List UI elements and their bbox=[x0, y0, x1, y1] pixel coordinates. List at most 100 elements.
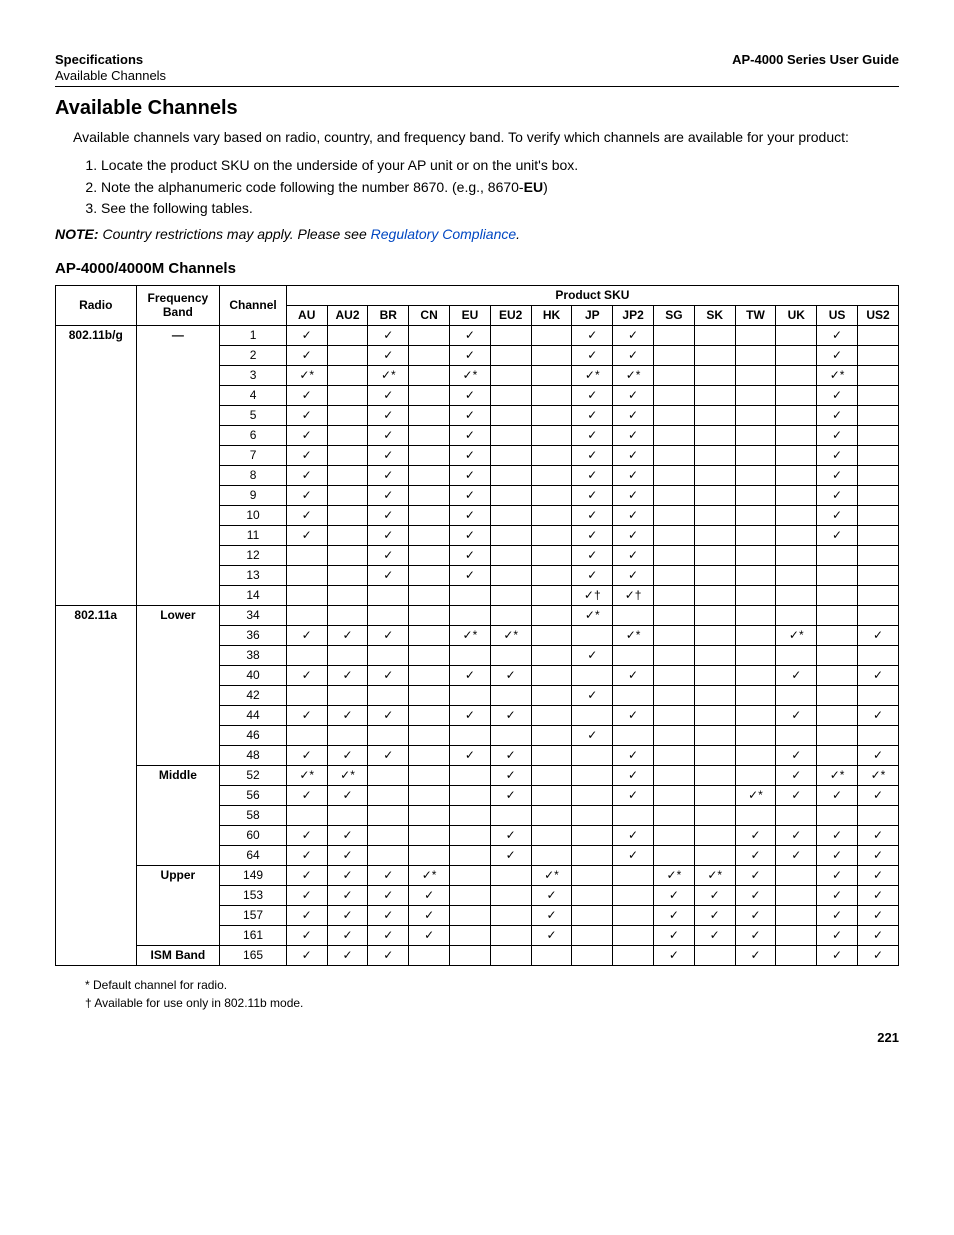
sku-cell: ✓ bbox=[286, 785, 327, 805]
sku-cell: ✓ bbox=[450, 665, 491, 685]
sku-cell bbox=[409, 585, 450, 605]
sku-cell: ✓ bbox=[735, 825, 776, 845]
sku-cell: ✓ bbox=[735, 945, 776, 965]
sku-cell bbox=[857, 645, 898, 665]
sku-cell bbox=[531, 725, 572, 745]
sku-cell: ✓ bbox=[286, 905, 327, 925]
sku-cell: ✓ bbox=[490, 745, 531, 765]
sku-cell bbox=[531, 605, 572, 625]
sku-cell bbox=[857, 565, 898, 585]
sku-cell bbox=[490, 385, 531, 405]
sku-cell: ✓ bbox=[735, 845, 776, 865]
sku-cell: ✓ bbox=[490, 705, 531, 725]
band-cell: ISM Band bbox=[136, 945, 220, 965]
header-left: Specifications bbox=[55, 52, 143, 67]
channel-cell: 52 bbox=[220, 765, 287, 785]
footnote-star: * Default channel for radio. bbox=[85, 976, 899, 994]
sku-cell bbox=[857, 725, 898, 745]
sku-cell bbox=[735, 665, 776, 685]
sku-cell bbox=[694, 625, 735, 645]
sku-cell: ✓ bbox=[286, 385, 327, 405]
sku-cell bbox=[694, 945, 735, 965]
sku-cell bbox=[857, 405, 898, 425]
sku-cell: ✓ bbox=[817, 505, 858, 525]
sku-cell bbox=[327, 505, 368, 525]
sku-cell bbox=[653, 385, 694, 405]
sku-cell bbox=[776, 325, 817, 345]
sku-cell: ✓ bbox=[327, 865, 368, 885]
channel-cell: 13 bbox=[220, 565, 287, 585]
sku-cell: ✓* bbox=[409, 865, 450, 885]
sku-cell: ✓ bbox=[776, 825, 817, 845]
col-channel: Channel bbox=[220, 285, 287, 325]
sku-cell bbox=[735, 605, 776, 625]
sku-cell bbox=[531, 845, 572, 865]
sku-cell bbox=[776, 605, 817, 625]
sku-cell: ✓ bbox=[857, 625, 898, 645]
sku-cell bbox=[490, 945, 531, 965]
sku-cell bbox=[857, 365, 898, 385]
sku-cell bbox=[653, 525, 694, 545]
sku-cell bbox=[653, 365, 694, 385]
regulatory-link[interactable]: Regulatory Compliance bbox=[371, 226, 517, 242]
sku-cell bbox=[776, 465, 817, 485]
sku-cell bbox=[776, 685, 817, 705]
sku-cell bbox=[735, 405, 776, 425]
sku-cell: ✓* bbox=[368, 365, 409, 385]
sku-cell bbox=[817, 665, 858, 685]
sku-cell bbox=[409, 525, 450, 545]
sku-cell bbox=[735, 385, 776, 405]
sku-cell bbox=[409, 705, 450, 725]
table-head: RadioFrequency BandChannelProduct SKUAUA… bbox=[56, 285, 899, 325]
sku-cell bbox=[694, 545, 735, 565]
sku-cell bbox=[327, 425, 368, 445]
channel-cell: 12 bbox=[220, 545, 287, 565]
sku-cell: ✓ bbox=[286, 845, 327, 865]
channel-cell: 8 bbox=[220, 465, 287, 485]
sku-cell: ✓ bbox=[613, 705, 654, 725]
sku-cell bbox=[490, 545, 531, 565]
sku-cell bbox=[694, 385, 735, 405]
sku-cell: ✓* bbox=[286, 365, 327, 385]
sku-cell bbox=[450, 585, 491, 605]
sku-cell: ✓ bbox=[286, 865, 327, 885]
sku-cell bbox=[531, 945, 572, 965]
sku-cell: ✓ bbox=[368, 545, 409, 565]
header-rule bbox=[55, 86, 899, 87]
sku-cell: ✓ bbox=[817, 465, 858, 485]
sku-cell: ✓ bbox=[613, 765, 654, 785]
channel-cell: 34 bbox=[220, 605, 287, 625]
sku-cell bbox=[531, 465, 572, 485]
sku-cell bbox=[653, 465, 694, 485]
band-cell: Middle bbox=[136, 765, 220, 865]
sku-cell: ✓ bbox=[694, 905, 735, 925]
table-row: 802.11aLower34✓* bbox=[56, 605, 899, 625]
sku-cell bbox=[653, 545, 694, 565]
sku-cell: ✓* bbox=[817, 765, 858, 785]
sku-cell bbox=[572, 845, 613, 865]
sku-cell: ✓ bbox=[817, 925, 858, 945]
sku-cell: ✓ bbox=[776, 665, 817, 685]
sku-cell bbox=[572, 825, 613, 845]
sku-cell bbox=[409, 545, 450, 565]
sku-cell bbox=[735, 645, 776, 665]
sku-cell bbox=[653, 585, 694, 605]
sku-cell: ✓ bbox=[613, 665, 654, 685]
table-row: 802.11b/g—1✓✓✓✓✓✓ bbox=[56, 325, 899, 345]
sku-cell bbox=[776, 545, 817, 565]
sku-cell: ✓ bbox=[572, 465, 613, 485]
sku-cell bbox=[653, 565, 694, 585]
sku-cell: ✓ bbox=[450, 505, 491, 525]
sku-cell: ✓ bbox=[368, 865, 409, 885]
sku-cell bbox=[368, 825, 409, 845]
sku-cell: ✓* bbox=[857, 765, 898, 785]
sku-cell bbox=[572, 925, 613, 945]
sku-cell: ✓ bbox=[613, 745, 654, 765]
radio-cell: 802.11a bbox=[56, 605, 137, 965]
sku-cell bbox=[327, 365, 368, 385]
sku-cell: ✓* bbox=[735, 785, 776, 805]
sku-cell bbox=[409, 945, 450, 965]
sku-cell bbox=[776, 565, 817, 585]
sku-cell bbox=[857, 545, 898, 565]
radio-cell: 802.11b/g bbox=[56, 325, 137, 605]
